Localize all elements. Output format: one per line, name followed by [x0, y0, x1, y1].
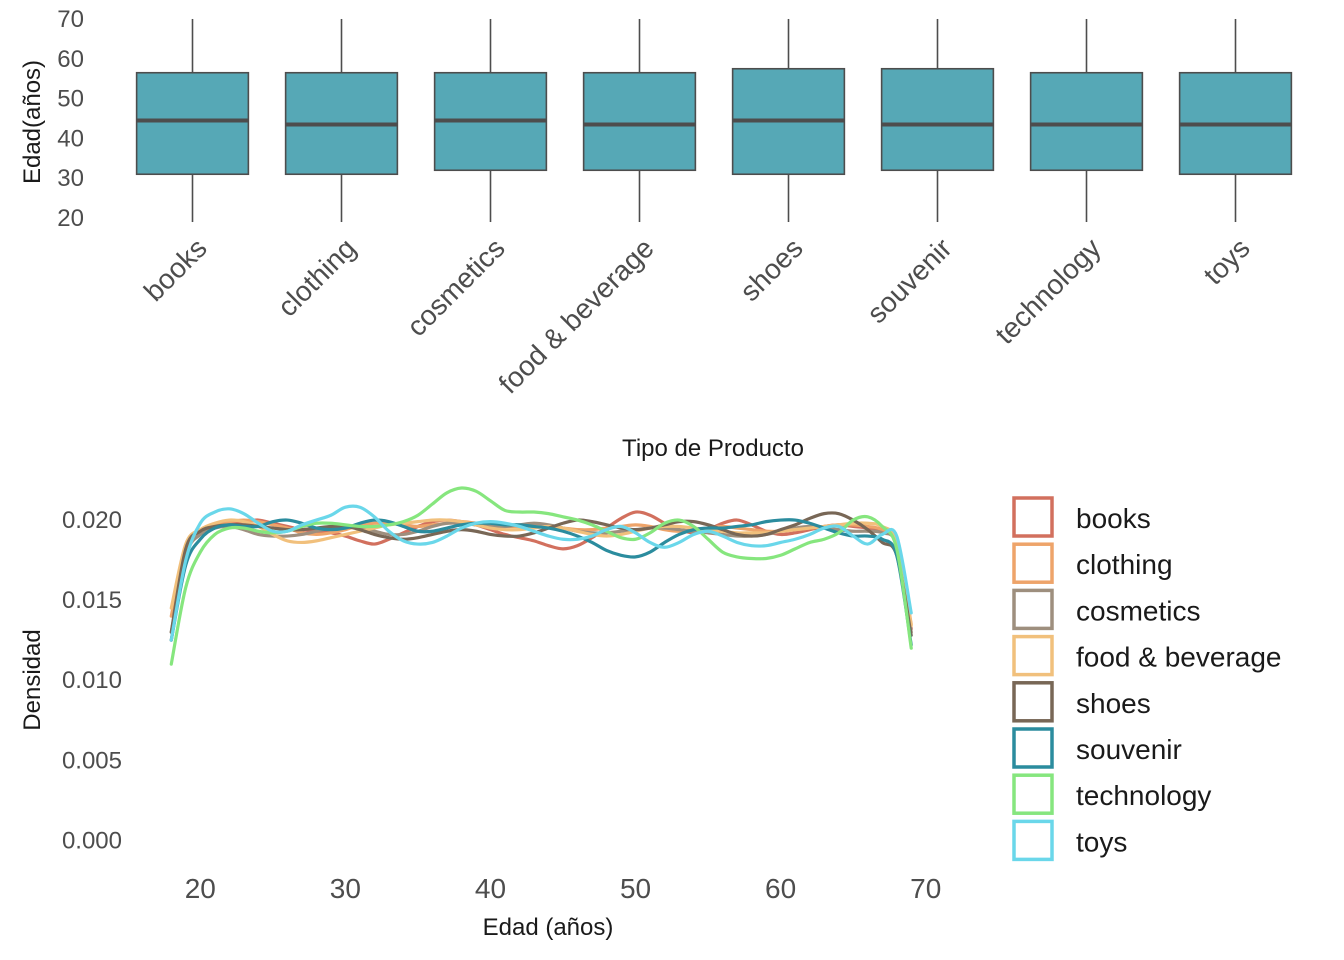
density-x-axis-title: Edad (años): [483, 914, 614, 941]
density-legend: books clothing cosmetics food & beverage sho…: [1012, 496, 1282, 862]
box-iqr: [880, 67, 995, 172]
boxplot-x-tick-label: technology: [989, 232, 1107, 350]
legend-label: books: [1076, 503, 1151, 534]
boxplot-y-tick-label: 50: [57, 86, 84, 113]
boxplot-x-tick-label: toys: [1198, 232, 1256, 290]
density-line-toys: [169, 504, 913, 642]
density-y-tick-label: 0.015: [62, 587, 122, 614]
density-y-tick-label: 0.005: [62, 747, 122, 774]
density-x-tick-label: 60: [765, 873, 796, 904]
density-x-tick-label: 20: [185, 873, 216, 904]
legend-label: technology: [1076, 780, 1211, 811]
boxplot-y-tick-label: 20: [57, 205, 84, 232]
legend-item-clothing: clothing: [1012, 542, 1173, 584]
density-line-technology: [169, 486, 913, 666]
boxplot-y-tick-label: 40: [57, 125, 84, 152]
boxplot-y-tick-label: 70: [57, 6, 84, 33]
boxplot-y-tick-label: 60: [57, 46, 84, 73]
legend-label: food & beverage: [1076, 642, 1282, 673]
legend-item-shoes: shoes: [1012, 681, 1151, 723]
legend-key: [1012, 496, 1054, 538]
legend-item-technology: technology: [1012, 773, 1211, 815]
legend-item-toys: toys: [1012, 819, 1127, 862]
box-food-beverage: [582, 18, 697, 223]
boxplot-panel: 20 30 40 50 60 70 books clothing cosmeticsfood …: [19, 6, 1293, 462]
density-y-axis-title: Densidad: [19, 629, 46, 730]
boxplot-y-ticks: 20 30 40 50 60 70: [57, 6, 84, 232]
box-books: [135, 18, 250, 223]
legend-key: [1012, 819, 1054, 862]
legend-key: [1012, 588, 1054, 631]
boxplot-x-tick-label: cosmetics: [401, 232, 511, 342]
boxplot-x-tick-label: souvenir: [861, 232, 958, 329]
density-line-souvenir: [169, 518, 913, 647]
box-clothing: [284, 18, 399, 223]
density-y-tick-label: 0.010: [62, 667, 122, 694]
boxplot-y-tick-label: 30: [57, 165, 84, 192]
legend-label: souvenir: [1076, 734, 1182, 765]
box-shoes: [731, 18, 846, 223]
legend-label: cosmetics: [1076, 595, 1200, 626]
legend-item-food-beverage: food & beverage: [1012, 634, 1282, 677]
legend-key: [1012, 681, 1054, 723]
density-y-tick-label: 0.020: [62, 507, 122, 534]
box-iqr: [582, 71, 697, 172]
density-y-tick-label: 0.000: [62, 827, 122, 854]
density-lines: [169, 486, 913, 666]
boxplot-x-tick-label: shoes: [734, 232, 809, 307]
density-line-books: [169, 510, 913, 642]
boxplot-x-tick-label: food & beverage: [493, 232, 660, 399]
boxplot-boxes: [135, 18, 1293, 223]
box-technology: [1029, 18, 1144, 223]
density-x-tick-label: 40: [475, 873, 506, 904]
legend-key: [1012, 542, 1054, 584]
legend-label: clothing: [1076, 549, 1173, 580]
density-panel: 0.000 0.005 0.010 0.015 0.020 20 30 40 50 60 70 E…: [19, 486, 1282, 941]
boxplot-x-axis-title: Tipo de Producto: [622, 435, 804, 462]
box-toys: [1178, 18, 1293, 223]
legend-item-cosmetics: cosmetics: [1012, 588, 1200, 631]
legend-item-souvenir: souvenir: [1012, 727, 1182, 769]
density-x-tick-label: 70: [910, 873, 941, 904]
density-x-ticks: 20 30 40 50 60 70: [185, 873, 942, 904]
box-iqr: [135, 71, 250, 176]
density-x-tick-label: 30: [330, 873, 361, 904]
legend-item-books: books: [1012, 496, 1151, 538]
boxplot-y-axis-title: Edad(años): [19, 60, 46, 184]
legend-key: [1012, 634, 1054, 677]
box-souvenir: [880, 18, 995, 223]
boxplot-x-tick-label: clothing: [272, 232, 362, 322]
box-cosmetics: [433, 18, 548, 223]
density-x-tick-label: 50: [620, 873, 651, 904]
density-y-ticks: 0.000 0.005 0.010 0.015 0.020: [62, 507, 122, 854]
boxplot-x-tick-label: books: [138, 232, 213, 307]
box-iqr: [1029, 71, 1144, 172]
legend-label: shoes: [1076, 688, 1151, 719]
legend-label: toys: [1076, 826, 1127, 857]
legend-key: [1012, 727, 1054, 769]
legend-key: [1012, 773, 1054, 815]
